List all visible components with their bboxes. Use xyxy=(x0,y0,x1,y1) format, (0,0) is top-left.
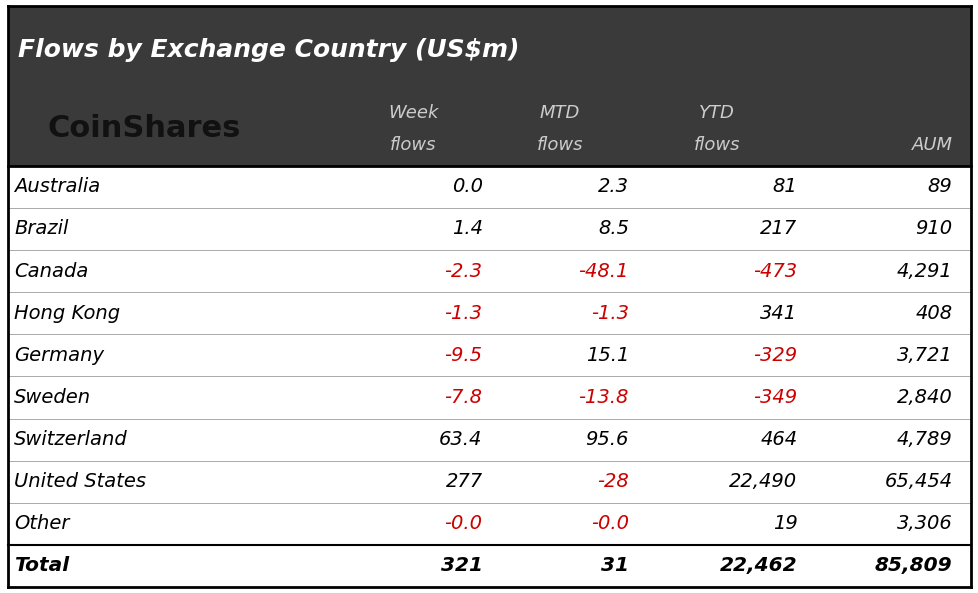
Text: -9.5: -9.5 xyxy=(444,346,482,365)
Text: YTD: YTD xyxy=(698,104,734,122)
Text: -1.3: -1.3 xyxy=(591,304,628,323)
Bar xyxy=(8,461,970,503)
Text: -329: -329 xyxy=(753,346,797,365)
Text: 81: 81 xyxy=(772,177,797,196)
Text: CoinShares: CoinShares xyxy=(48,113,241,142)
Bar xyxy=(8,250,970,292)
Text: Sweden: Sweden xyxy=(14,388,91,407)
Text: 277: 277 xyxy=(445,472,482,491)
Text: 2.3: 2.3 xyxy=(598,177,628,196)
Text: 3,306: 3,306 xyxy=(896,514,952,533)
Bar xyxy=(8,545,970,587)
Text: Australia: Australia xyxy=(14,177,100,196)
Text: flows: flows xyxy=(390,136,436,154)
Text: Other: Other xyxy=(14,514,69,533)
Text: -2.3: -2.3 xyxy=(444,262,482,280)
Text: 4,789: 4,789 xyxy=(896,430,952,449)
Text: 341: 341 xyxy=(760,304,797,323)
Text: flows: flows xyxy=(536,136,583,154)
Text: Week: Week xyxy=(388,104,438,122)
Text: -473: -473 xyxy=(753,262,797,280)
Text: -48.1: -48.1 xyxy=(578,262,628,280)
Text: 8.5: 8.5 xyxy=(598,219,628,238)
Bar xyxy=(8,292,970,334)
Text: 22,462: 22,462 xyxy=(719,556,797,575)
Bar xyxy=(8,503,970,545)
Text: Switzerland: Switzerland xyxy=(14,430,127,449)
Text: Germany: Germany xyxy=(14,346,104,365)
Text: Total: Total xyxy=(14,556,69,575)
Text: -7.8: -7.8 xyxy=(444,388,482,407)
Text: 3,721: 3,721 xyxy=(896,346,952,365)
Text: 910: 910 xyxy=(914,219,952,238)
Text: -0.0: -0.0 xyxy=(591,514,628,533)
Text: MTD: MTD xyxy=(539,104,579,122)
Text: flows: flows xyxy=(693,136,739,154)
Text: -1.3: -1.3 xyxy=(444,304,482,323)
Text: Canada: Canada xyxy=(14,262,88,280)
Text: 63.4: 63.4 xyxy=(439,430,482,449)
Text: 321: 321 xyxy=(440,556,482,575)
Text: 89: 89 xyxy=(927,177,952,196)
Bar xyxy=(8,6,970,166)
Text: 2,840: 2,840 xyxy=(896,388,952,407)
Text: 0.0: 0.0 xyxy=(451,177,482,196)
Text: 85,809: 85,809 xyxy=(874,556,952,575)
Text: Hong Kong: Hong Kong xyxy=(14,304,120,323)
Bar xyxy=(8,166,970,208)
Text: -28: -28 xyxy=(597,472,628,491)
Text: 217: 217 xyxy=(760,219,797,238)
Text: -13.8: -13.8 xyxy=(578,388,628,407)
Text: 4,291: 4,291 xyxy=(896,262,952,280)
Text: 464: 464 xyxy=(760,430,797,449)
Bar xyxy=(8,334,970,377)
Text: 19: 19 xyxy=(772,514,797,533)
Text: 65,454: 65,454 xyxy=(883,472,952,491)
Text: 95.6: 95.6 xyxy=(585,430,628,449)
Text: Flows by Exchange Country (US$m): Flows by Exchange Country (US$m) xyxy=(18,38,519,62)
Text: 408: 408 xyxy=(914,304,952,323)
Text: 15.1: 15.1 xyxy=(585,346,628,365)
Bar xyxy=(8,377,970,419)
Text: -349: -349 xyxy=(753,388,797,407)
Text: AUM: AUM xyxy=(911,136,952,154)
Bar xyxy=(8,208,970,250)
Text: 31: 31 xyxy=(600,556,628,575)
Bar xyxy=(8,419,970,461)
Text: -0.0: -0.0 xyxy=(444,514,482,533)
Text: Brazil: Brazil xyxy=(14,219,68,238)
Text: 22,490: 22,490 xyxy=(729,472,797,491)
Text: 1.4: 1.4 xyxy=(451,219,482,238)
Text: United States: United States xyxy=(14,472,146,491)
